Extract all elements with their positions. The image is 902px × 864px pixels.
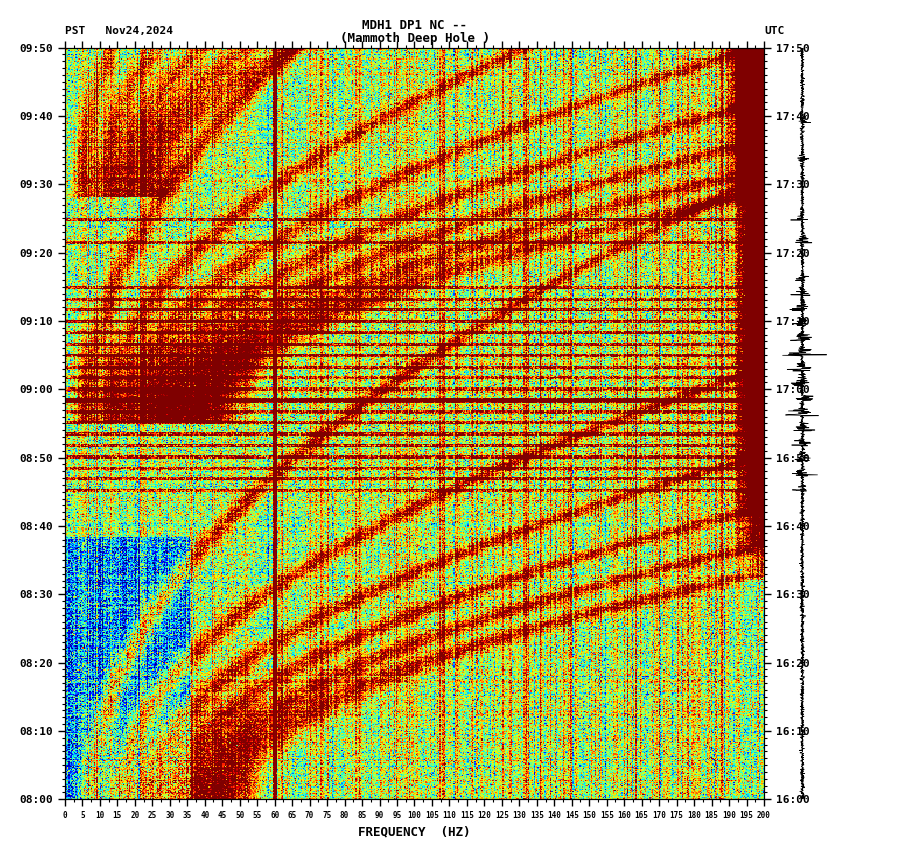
X-axis label: FREQUENCY  (HZ): FREQUENCY (HZ) [358, 826, 471, 839]
Text: UTC: UTC [764, 26, 784, 36]
Text: (Mammoth Deep Hole ): (Mammoth Deep Hole ) [340, 32, 490, 45]
Text: PST   Nov24,2024: PST Nov24,2024 [65, 26, 173, 36]
Text: MDH1 DP1 NC --: MDH1 DP1 NC -- [363, 19, 467, 32]
